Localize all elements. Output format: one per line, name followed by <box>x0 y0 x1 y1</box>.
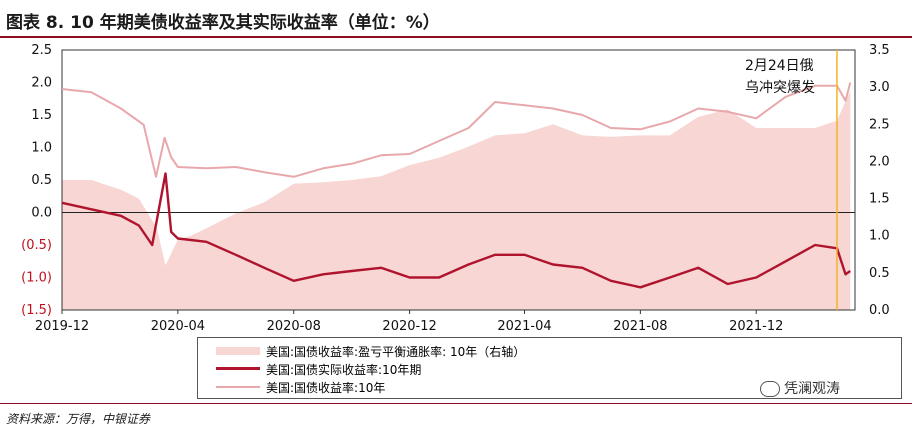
x-tick-label: 2020-04 <box>151 319 205 334</box>
legend-label: 美国:国债实际收益率:10年期 <box>266 363 422 377</box>
x-tick-label: 2020-12 <box>382 319 436 334</box>
x-tick-label: 2021-08 <box>613 319 667 334</box>
lines-layer <box>61 82 852 289</box>
tick-labels-layer: 2.5 2.0 1.5 1.0 0.5 0.0 (0.5) (1.0) (1.5) 3.5 3.0 2… <box>21 43 890 334</box>
legend: 美国:国债收益率:盈亏平衡通胀率: 10年（右轴） 美国:国债实际收益率:10年… <box>197 337 902 399</box>
x-tick-label: 2019-12 <box>35 319 89 334</box>
x-tick-label: 2021-12 <box>729 319 783 334</box>
y-left-tick-label: (1.0) <box>21 271 52 286</box>
y-right-tick-label: 0.5 <box>869 266 890 281</box>
legend-swatch-area <box>216 347 260 355</box>
wechat-icon <box>760 381 780 397</box>
y-right-tick-label: 2.5 <box>869 117 890 132</box>
y-right-tick-label: 0.0 <box>869 303 890 318</box>
source-note: 资料来源：万得，中银证券 <box>6 412 151 426</box>
y-left-tick-label: (1.5) <box>21 303 52 318</box>
y-right-tick-label: 3.0 <box>869 80 890 95</box>
breakeven-area <box>62 90 851 311</box>
x-tick-label: 2020-08 <box>267 319 321 334</box>
y-left-tick-label: 2.0 <box>31 76 52 91</box>
legend-label: 美国:国债收益率:盈亏平衡通胀率: 10年（右轴） <box>266 345 526 359</box>
y-right-tick-label: 1.5 <box>869 192 890 207</box>
real-yield-line <box>61 172 851 289</box>
x-tick-label: 2021-04 <box>497 319 551 334</box>
axes-layer <box>61 49 856 311</box>
y-left-tick-label: 2.5 <box>31 43 52 58</box>
y-right-tick-label: 3.5 <box>869 43 890 58</box>
watermark-text: 凭澜观涛 <box>784 381 840 397</box>
plot-frame <box>61 49 856 311</box>
title-bar: 图表 8. 10 年期美债收益率及其实际收益率（单位：%） <box>0 0 912 38</box>
event-annotation-text: 2月24日俄 <box>745 58 814 74</box>
y-left-tick-label: 0.0 <box>31 206 52 221</box>
y-left-tick-label: 1.0 <box>31 141 52 156</box>
source-divider <box>0 403 912 404</box>
breakeven-area-layer <box>62 90 851 311</box>
legend-label: 美国:国债收益率:10年 <box>266 381 386 395</box>
watermark: 凭澜观涛 <box>760 378 840 398</box>
y-left-tick-label: 0.5 <box>31 173 52 188</box>
legend-swatch-line <box>216 367 260 370</box>
chart: 2.5 2.0 1.5 1.0 0.5 0.0 (0.5) (1.0) (1.5) 3.5 3.0 2… <box>21 43 890 334</box>
event-annotation-text: 乌冲突爆发 <box>745 80 815 96</box>
legend-swatch-line <box>216 386 260 388</box>
chart-title: 图表 8. 10 年期美债收益率及其实际收益率（单位：%） <box>6 13 440 33</box>
y-left-tick-label: 1.5 <box>31 108 52 123</box>
nominal-yield-line <box>61 82 852 178</box>
y-right-tick-label: 2.0 <box>869 154 890 169</box>
y-left-tick-label: (0.5) <box>21 238 52 253</box>
y-right-tick-label: 1.0 <box>869 229 890 244</box>
